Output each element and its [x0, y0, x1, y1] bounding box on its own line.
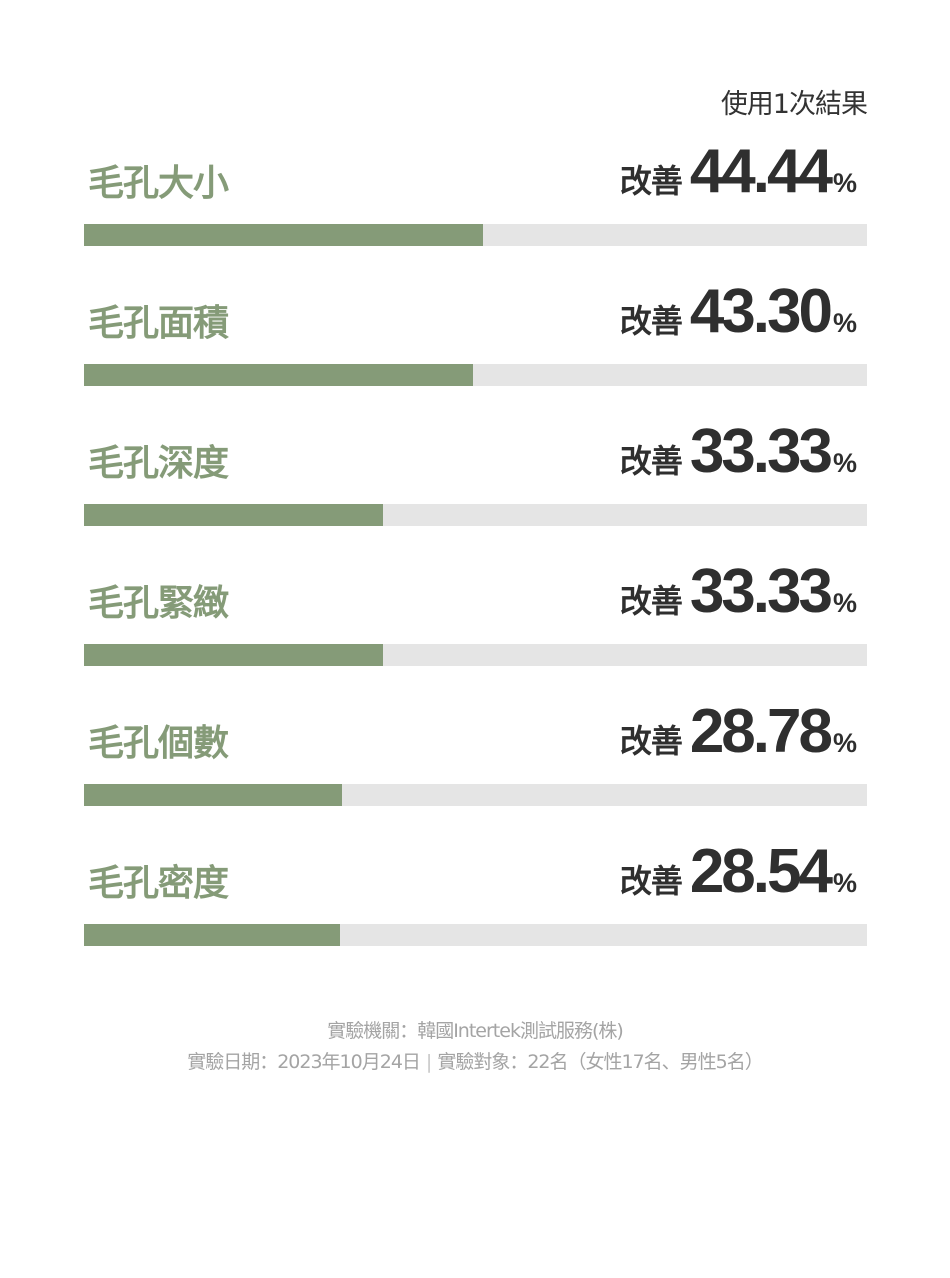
- percent-sign: %: [832, 588, 857, 618]
- footnote-subjects: 實驗對象：22名（女性17名、男性5名）: [437, 1051, 763, 1073]
- value-label: 改善 28.54%: [620, 836, 857, 907]
- bar-fill: [84, 364, 473, 386]
- improvement-prefix: 改善: [619, 302, 683, 340]
- value-label: 改善 33.33%: [620, 416, 857, 487]
- value-label: 改善 33.33%: [620, 556, 857, 627]
- bar-fill: [84, 504, 383, 526]
- improvement-prefix: 改善: [619, 162, 683, 200]
- improvement-prefix: 改善: [619, 722, 683, 760]
- improvement-value: 33.33: [689, 417, 833, 486]
- improvement-value: 44.44: [689, 137, 833, 206]
- bar-fill: [84, 224, 483, 246]
- footnote-date: 實驗日期：2023年10月24日: [187, 1051, 421, 1073]
- footnote-details: 實驗日期：2023年10月24日 | 實驗對象：22名（女性17名、男性5名）: [0, 1047, 950, 1074]
- category-label: 毛孔個數: [88, 723, 229, 764]
- bar-fill: [84, 924, 340, 946]
- improvement-prefix: 改善: [619, 582, 683, 620]
- chart-row: 毛孔面積 改善 43.30%: [84, 270, 867, 410]
- footnote-separator: |: [425, 1051, 432, 1073]
- percent-sign: %: [832, 728, 857, 758]
- chart-row: 毛孔深度 改善 33.33%: [84, 410, 867, 550]
- chart-row: 毛孔大小 改善 44.44%: [84, 130, 867, 270]
- chart-row: 毛孔個數 改善 28.78%: [84, 690, 867, 830]
- footnote-lab: 實驗機關：韓國Intertek測試服務(株): [327, 1020, 624, 1042]
- improvement-prefix: 改善: [619, 442, 683, 480]
- category-label: 毛孔面積: [88, 303, 229, 344]
- value-label: 改善 28.78%: [620, 696, 857, 767]
- result-label: 使用1次結果: [720, 89, 868, 120]
- bar-track: [84, 644, 867, 666]
- bar-track: [84, 504, 867, 526]
- bar-track: [84, 784, 867, 806]
- value-label: 改善 43.30%: [620, 276, 857, 347]
- percent-sign: %: [832, 868, 857, 898]
- bar-track: [84, 224, 867, 246]
- category-label: 毛孔密度: [88, 863, 229, 904]
- category-label: 毛孔深度: [88, 443, 229, 484]
- improvement-prefix: 改善: [619, 862, 683, 900]
- improvement-value: 28.78: [689, 697, 833, 766]
- percent-sign: %: [832, 168, 857, 198]
- improvement-value: 43.30: [689, 277, 833, 346]
- bar-fill: [84, 784, 342, 806]
- improvement-value: 33.33: [689, 557, 833, 626]
- chart-row: 毛孔緊緻 改善 33.33%: [84, 550, 867, 690]
- bar-fill: [84, 644, 383, 666]
- chart-row: 毛孔密度 改善 28.54%: [84, 830, 867, 970]
- bar-chart: 毛孔大小 改善 44.44% 毛孔面積 改善 43.30% 毛孔深度 改善 33.33% 毛孔緊緻…: [84, 130, 867, 970]
- bar-track: [84, 924, 867, 946]
- category-label: 毛孔緊緻: [88, 583, 229, 624]
- percent-sign: %: [832, 308, 857, 338]
- value-label: 改善 44.44%: [620, 136, 857, 207]
- category-label: 毛孔大小: [88, 163, 229, 204]
- bar-track: [84, 364, 867, 386]
- percent-sign: %: [832, 448, 857, 478]
- improvement-value: 28.54: [689, 837, 833, 906]
